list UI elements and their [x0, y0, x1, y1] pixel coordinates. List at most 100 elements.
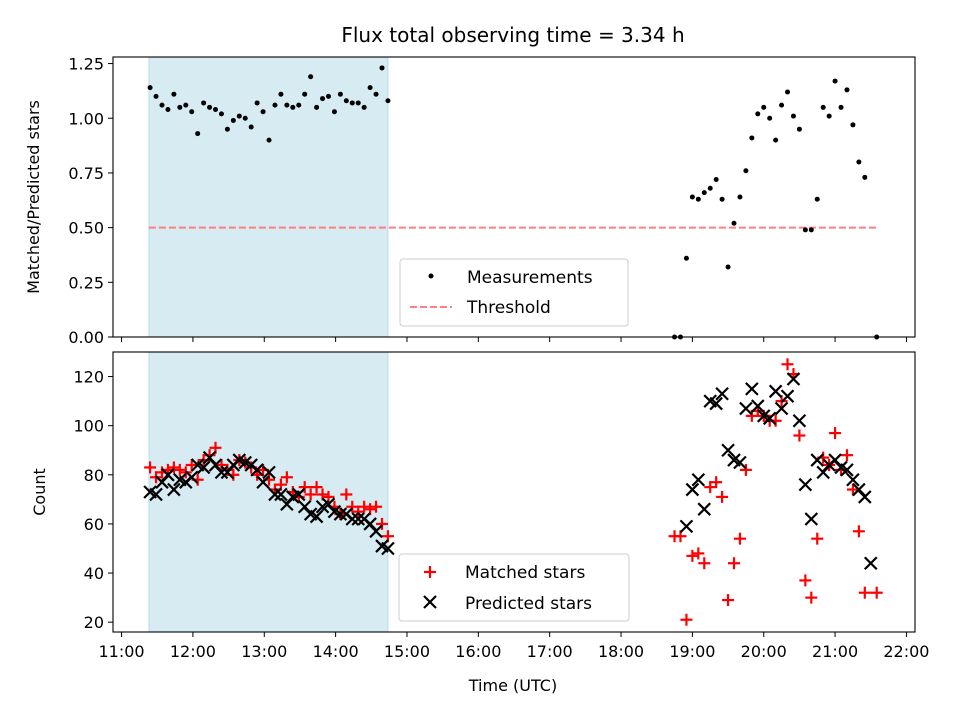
predicted-star-point [715, 386, 729, 401]
matched-star-point [870, 586, 883, 599]
x-stroke-b [733, 455, 747, 470]
x-stroke-b [751, 399, 765, 413]
ratio-x-ticks [121, 337, 907, 342]
x-stroke-b [214, 465, 229, 480]
measurement-point [737, 194, 743, 200]
predicted-star-point [250, 463, 264, 477]
x-stroke-b [143, 485, 157, 499]
x-stroke-b [804, 512, 819, 526]
predicted-star-point [858, 490, 872, 504]
measurement-point [254, 100, 260, 106]
measurement-point [373, 91, 379, 97]
measurement-point [749, 135, 755, 141]
count-y-axis-label: Count [30, 468, 49, 516]
measurement-point [218, 111, 224, 117]
legend-predicted-marker [423, 595, 437, 609]
predicted-star-point [697, 502, 712, 516]
ratio-panel: 0.00 0.25 0.50 0.75 1.00 1.25 Matched/Predict… [24, 55, 916, 347]
predicted-star-point [863, 556, 878, 571]
matched-star-point [799, 574, 812, 587]
x-stroke-b [715, 386, 729, 401]
x-stroke-b [262, 465, 276, 480]
measurement-point [719, 196, 725, 202]
legend-matched-label: Matched stars [465, 563, 585, 583]
count-y-tick-label: 60 [84, 515, 104, 534]
ratio-y-tick-label: 0.75 [68, 164, 104, 183]
matched-star-point [829, 427, 842, 440]
measurement-point [272, 102, 278, 108]
measurement-point [320, 96, 326, 102]
measurement-point [224, 126, 230, 132]
matched-star-point [733, 532, 746, 545]
measurement-point [856, 159, 862, 165]
count-y-ticks: 20 40 60 80 100 120 [73, 368, 113, 632]
matched-star-point [144, 461, 157, 474]
predicted-star-point [184, 470, 199, 485]
x-stroke-b [369, 524, 383, 539]
count-y-tick-label: 100 [73, 417, 104, 436]
x-stroke-b [232, 453, 247, 467]
measurement-point [725, 264, 731, 270]
x-stroke-b [202, 450, 217, 465]
x-tick-label: 20:00 [741, 642, 787, 661]
predicted-star-point [774, 401, 789, 416]
measurement-point [171, 91, 177, 97]
predicted-star-point [268, 487, 282, 502]
matched-star-point [686, 549, 699, 562]
count-y-tick-label: 80 [84, 466, 104, 485]
measurement-point [325, 93, 331, 99]
chart-title: Flux total observing time = 3.34 h [341, 23, 684, 47]
count-marks [143, 358, 883, 626]
measurement-point [290, 104, 296, 110]
predicted-star-point [679, 519, 694, 534]
ratio-y-axis-label: Matched/Predicted stars [24, 100, 43, 294]
legend-measurements-label: Measurements [467, 268, 593, 288]
matched-star-point [793, 429, 806, 442]
matched-star-point [852, 525, 865, 538]
x-stroke-b [190, 458, 205, 472]
measurement-point [379, 65, 385, 71]
measurement-point [159, 102, 165, 108]
measurement-point [814, 196, 820, 202]
x-stroke-b [858, 490, 872, 504]
x-stroke-b [363, 517, 377, 531]
measurement-point [785, 89, 791, 95]
measurement-point [743, 168, 749, 174]
predicted-star-point [840, 463, 854, 477]
measurement-point [284, 102, 290, 108]
predicted-star-point [762, 411, 777, 426]
measurement-point [147, 85, 153, 91]
x-stroke-b [375, 539, 389, 553]
x-tick-label: 18:00 [598, 642, 644, 661]
matched-star-point [692, 547, 705, 560]
matched-star-point [781, 358, 794, 371]
measurement-point [701, 190, 707, 196]
matched-star-point [698, 557, 711, 570]
count-y-tick-label: 40 [84, 564, 104, 583]
matched-star-point [811, 532, 824, 545]
x-stroke-b [709, 396, 723, 411]
x-tick-label: 16:00 [455, 642, 501, 661]
predicted-star-point [309, 509, 324, 524]
x-stroke-b [297, 499, 312, 514]
x-stroke-b [268, 487, 282, 502]
measurement-point [308, 74, 314, 80]
x-stroke-b [834, 460, 848, 475]
measurement-point [838, 104, 844, 110]
count-y-tick-label: 20 [84, 613, 104, 632]
x-stroke-b [863, 556, 878, 571]
predicted-star-point [786, 372, 801, 386]
predicted-star-point [161, 468, 175, 482]
x-stroke-b [208, 458, 223, 472]
measurement-point [695, 196, 701, 202]
predicted-star-point [846, 472, 860, 487]
measurement-point [201, 100, 207, 106]
matched-star-point [370, 500, 383, 513]
x-stroke-b [256, 475, 270, 489]
measurement-point [779, 102, 785, 108]
ratio-observing-window [148, 56, 389, 338]
predicted-star-point [798, 477, 813, 492]
measurement-point [153, 93, 159, 99]
x-stroke-b [149, 487, 163, 502]
